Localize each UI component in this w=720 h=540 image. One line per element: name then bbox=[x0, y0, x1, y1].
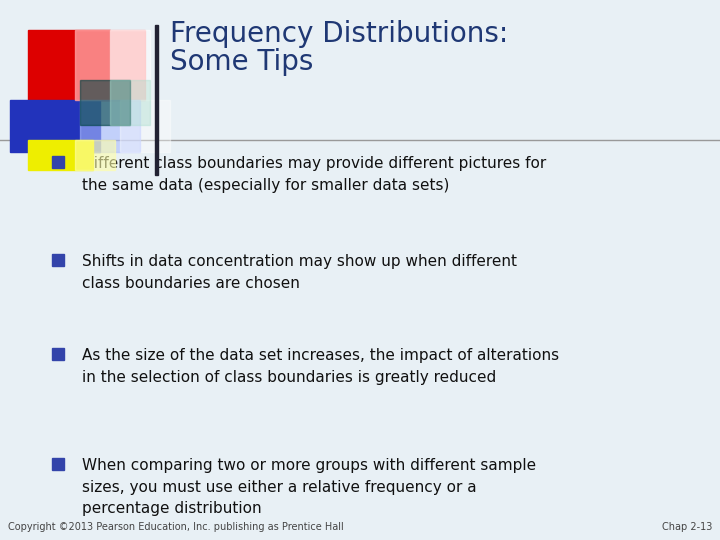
Bar bbox=[80, 100, 140, 152]
Bar bbox=[80, 80, 130, 125]
Bar bbox=[52, 156, 64, 168]
Bar bbox=[75, 30, 145, 100]
Bar bbox=[52, 458, 64, 470]
Bar bbox=[10, 100, 100, 152]
Bar bbox=[120, 100, 170, 152]
Bar bbox=[28, 140, 93, 170]
Text: Chap 2-13: Chap 2-13 bbox=[662, 522, 712, 532]
Bar bbox=[28, 30, 110, 100]
Bar bbox=[155, 25, 158, 175]
Text: Different class boundaries may provide different pictures for
the same data (esp: Different class boundaries may provide d… bbox=[82, 156, 546, 193]
Bar bbox=[110, 30, 150, 100]
Text: Some Tips: Some Tips bbox=[170, 48, 313, 76]
Text: Copyright ©2013 Pearson Education, Inc. publishing as Prentice Hall: Copyright ©2013 Pearson Education, Inc. … bbox=[8, 522, 343, 532]
Bar bbox=[75, 140, 115, 170]
Bar bbox=[110, 80, 150, 125]
Text: Frequency Distributions:: Frequency Distributions: bbox=[170, 20, 508, 48]
Bar bbox=[52, 348, 64, 360]
Bar bbox=[52, 254, 64, 266]
Text: As the size of the data set increases, the impact of alterations
in the selectio: As the size of the data set increases, t… bbox=[82, 348, 559, 384]
Text: Shifts in data concentration may show up when different
class boundaries are cho: Shifts in data concentration may show up… bbox=[82, 254, 517, 291]
Text: When comparing two or more groups with different sample
sizes, you must use eith: When comparing two or more groups with d… bbox=[82, 458, 536, 516]
